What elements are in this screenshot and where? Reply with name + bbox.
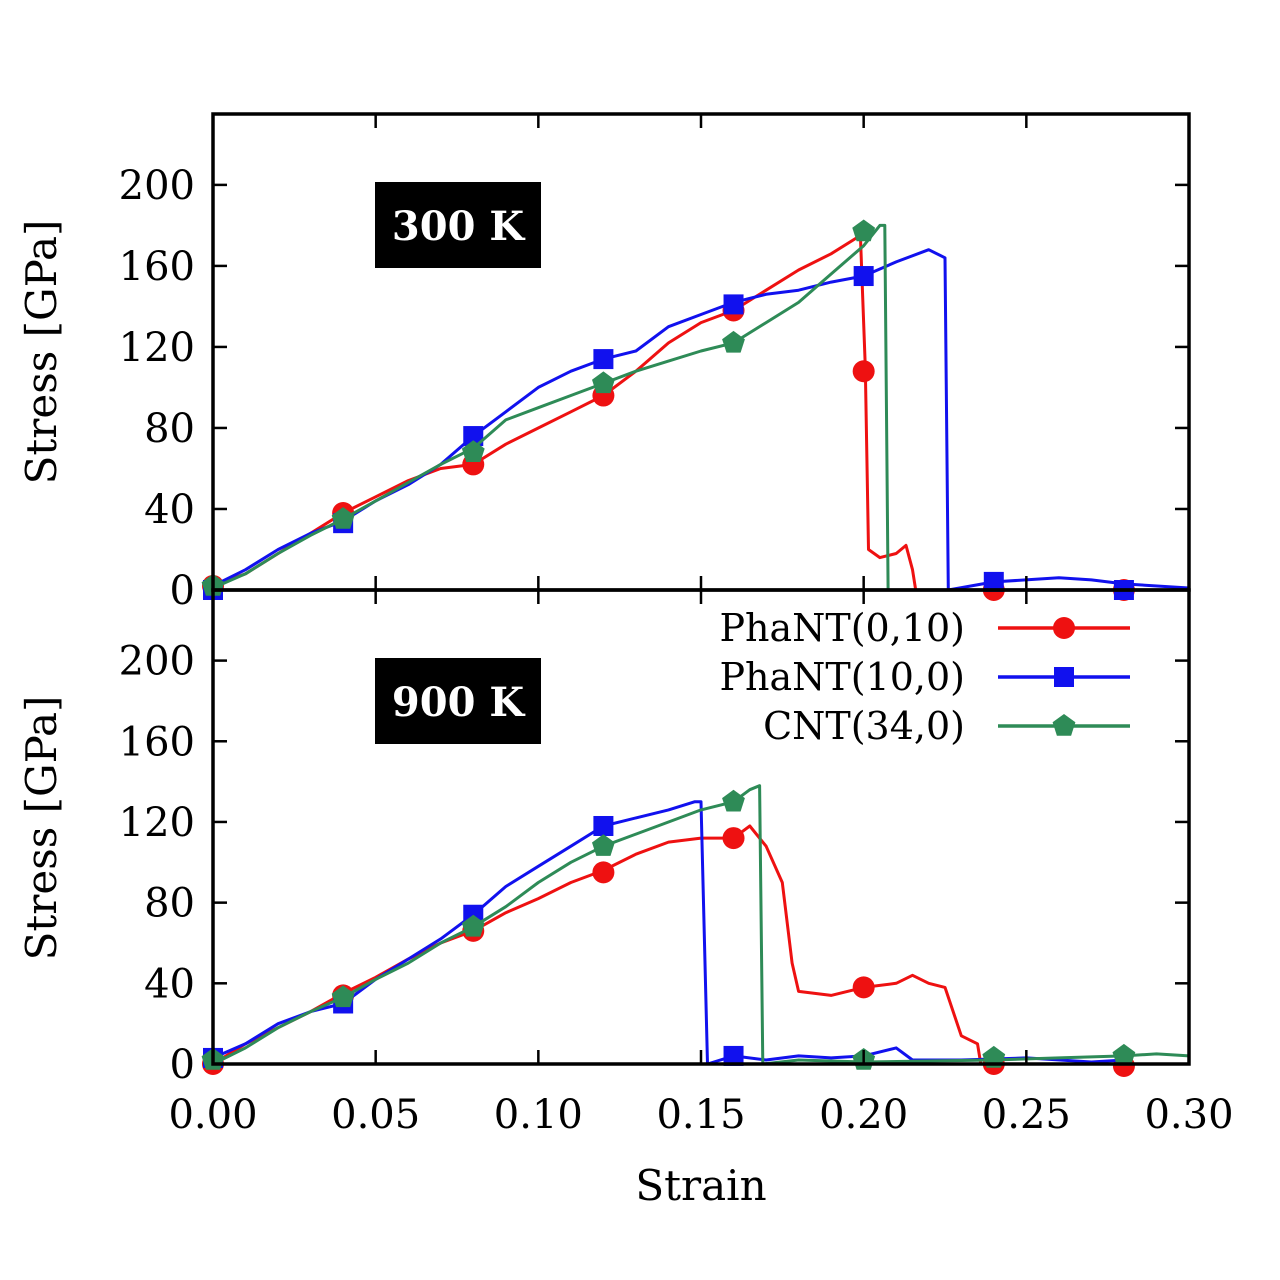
panel-900k-series — [201, 784, 1190, 1078]
panel-900k-label: 900 K — [392, 679, 525, 726]
panel-300k-y-axis: 0 40 80 120 160 200 — [119, 163, 1189, 614]
panel-300-k-marker-phant-0-10 — [852, 360, 875, 383]
panel-300-k-marker-cnt-34-0 — [331, 507, 355, 529]
x-tick-label: 0.15 — [656, 1092, 745, 1138]
panel-300k-label-box — [375, 182, 541, 268]
panel-300-k-y-tick-label: 200 — [119, 163, 195, 209]
panel-300-k-marker-phant-10-0 — [983, 571, 1004, 592]
panel-300-k-marker-cnt-34-0 — [852, 219, 876, 242]
x-axis-tick-labels: 0.00 0.05 0.10 0.15 0.20 0.25 0.30 — [168, 1092, 1233, 1138]
x-tick-label: 0.10 — [494, 1092, 583, 1138]
panel-300-k-marker-cnt-34-0 — [722, 330, 745, 353]
panel-900-k-marker-phant-0-10 — [592, 861, 615, 884]
panel-900k-y-axis: 0 40 80 120 160 200 — [119, 639, 1189, 1088]
panel-900-k-marker-cnt-34-0 — [1112, 1043, 1136, 1066]
legend-label-phant-0-10: PhaNT(0,10) — [719, 606, 965, 650]
x-tick-label: 0.25 — [982, 1092, 1071, 1138]
panel-900-k-y-tick-label: 80 — [144, 881, 195, 927]
panel-300-k-marker-phant-10-0 — [593, 349, 614, 370]
panel-900-k-y-tick-label: 40 — [144, 961, 195, 1007]
panel-300-k-series-phant-10-0 — [212, 248, 1190, 592]
panel-900-k-y-tick-label: 200 — [119, 639, 195, 685]
panel-900-k-marker-phant-10-0 — [723, 1045, 744, 1066]
panel-900-k-marker-phant-10-0 — [593, 815, 614, 836]
panel-300k-y-axis-title: Stress [GPa] — [17, 220, 66, 485]
panel-900k-label-box — [375, 658, 541, 744]
legend-label-cnt-34-0: CNT(34,0) — [763, 704, 965, 748]
panel-900-k-y-tick-label: 160 — [119, 719, 195, 765]
legend-marker-phant-10-0 — [1054, 667, 1074, 687]
panel-900-k-marker-phant-0-10 — [852, 976, 875, 999]
panel-300-k-marker-phant-10-0 — [463, 426, 484, 447]
panel-300-k-marker-phant-10-0 — [853, 266, 874, 287]
panel-900-k-marker-cnt-34-0 — [722, 789, 745, 812]
legend-marker-cnt-34-0 — [1052, 714, 1076, 736]
panel-300-k-y-tick-label: 0 — [170, 568, 195, 614]
x-tick-label: 0.00 — [168, 1092, 257, 1138]
panel-300-k-marker-cnt-34-0 — [461, 440, 485, 462]
panel-900k-y-axis-title: Stress [GPa] — [17, 696, 66, 961]
panel-300-k-marker-phant-10-0 — [723, 294, 744, 315]
x-tick-label: 0.20 — [819, 1092, 908, 1138]
legend: PhaNT(0,10) PhaNT(10,0) CNT(34,0) — [719, 606, 1130, 748]
panel-300k: 0 40 80 120 160 200 Stress [GPa] 300 K — [17, 112, 1191, 614]
panel-300-k-y-tick-label: 80 — [144, 406, 195, 452]
panel-900-k-marker-cnt-34-0 — [461, 914, 485, 937]
panel-300k-series — [201, 219, 1190, 601]
panel-300k-label: 300 K — [392, 203, 525, 250]
x-tick-label: 0.30 — [1144, 1092, 1233, 1138]
panel-900-k-series-phant-0-10 — [212, 824, 1124, 1066]
panel-900-k-marker-phant-0-10 — [722, 827, 745, 850]
legend-marker-phant-0-10 — [1053, 617, 1075, 639]
panel-900-k-series-cnt-34-0 — [212, 784, 1190, 1066]
panel-900-k-marker-cnt-34-0 — [592, 834, 615, 856]
panel-900k-frame — [211, 588, 1191, 1066]
panel-900-k-series-phant-10-0 — [212, 800, 1124, 1066]
x-axis-title: Strain — [635, 1161, 766, 1210]
panel-300-k-y-tick-label: 120 — [119, 325, 195, 371]
x-tick-label: 0.05 — [331, 1092, 420, 1138]
panel-900-k-marker-cnt-34-0 — [331, 985, 355, 1008]
panel-900-k-y-tick-label: 120 — [119, 800, 195, 846]
legend-label-phant-10-0: PhaNT(10,0) — [719, 655, 965, 699]
panel-900-k-y-tick-label: 0 — [170, 1042, 195, 1088]
panel-300-k-y-tick-label: 160 — [119, 244, 195, 290]
panel-300-k-marker-cnt-34-0 — [592, 371, 615, 394]
panel-900k: 0 40 80 120 160 200 Stress [GPa] 900 K — [17, 588, 1191, 1088]
panel-300-k-series-phant-0-10 — [212, 234, 962, 592]
panel-300-k-y-tick-label: 40 — [144, 487, 195, 533]
panel-300-k-series-cnt-34-0 — [212, 223, 929, 592]
